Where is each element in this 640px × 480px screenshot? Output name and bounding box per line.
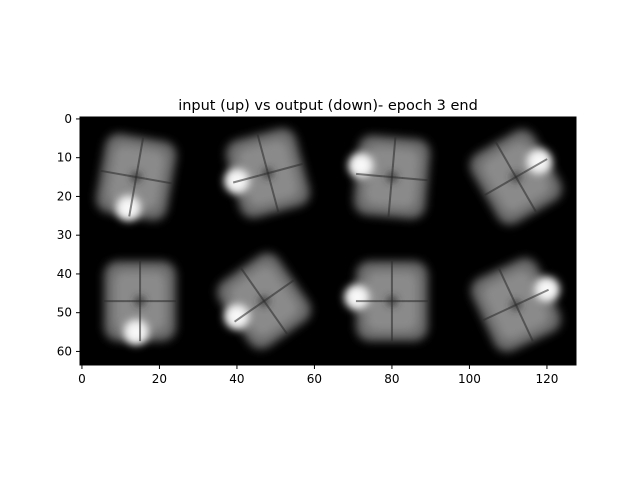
- y-tick-label: 0: [64, 112, 72, 126]
- x-tick-label: 120: [535, 372, 558, 386]
- image-tile: [223, 128, 310, 218]
- image-tile: [469, 129, 562, 225]
- y-tick-label: 20: [57, 189, 72, 203]
- image-tile: [104, 261, 177, 346]
- y-tick-label: 30: [57, 228, 72, 242]
- tile-center-dot: [510, 172, 521, 183]
- chart-title: input (up) vs output (down)- epoch 3 end: [178, 98, 478, 114]
- x-tick-label: 0: [78, 372, 86, 386]
- image-tile: [344, 261, 428, 342]
- tile-center-dot: [131, 172, 142, 183]
- tile-center-dot: [386, 172, 397, 183]
- tile-bright-spot-core: [122, 202, 135, 215]
- image-tile: [217, 253, 311, 349]
- image-tile: [96, 133, 177, 222]
- x-tick-label: 20: [152, 372, 167, 386]
- image-tile: [471, 258, 561, 352]
- tile-center-dot: [259, 296, 270, 307]
- tile-bright-spot-core: [354, 159, 367, 172]
- x-tick-label: 60: [307, 372, 322, 386]
- tile-center-dot: [386, 296, 397, 307]
- tile-bright-spot-core: [230, 310, 243, 323]
- y-tick-label: 60: [57, 344, 72, 358]
- image-tiles: [96, 128, 562, 352]
- x-axis: 0 20 40 60 80 100 120: [78, 365, 558, 386]
- x-tick-label: 100: [458, 372, 481, 386]
- image-tile: [347, 135, 431, 219]
- y-tick-label: 40: [57, 267, 72, 281]
- axes-frame: [79, 116, 577, 366]
- x-tick-label: 80: [384, 372, 399, 386]
- tile-center-dot: [262, 168, 273, 179]
- tile-center-dot: [135, 296, 146, 307]
- x-tick-label: 40: [229, 372, 244, 386]
- y-tick-label: 50: [57, 306, 72, 320]
- tile-center-dot: [510, 299, 521, 310]
- y-axis: 0 10 20 30 40 50 60: [57, 112, 80, 358]
- y-tick-label: 10: [57, 151, 72, 165]
